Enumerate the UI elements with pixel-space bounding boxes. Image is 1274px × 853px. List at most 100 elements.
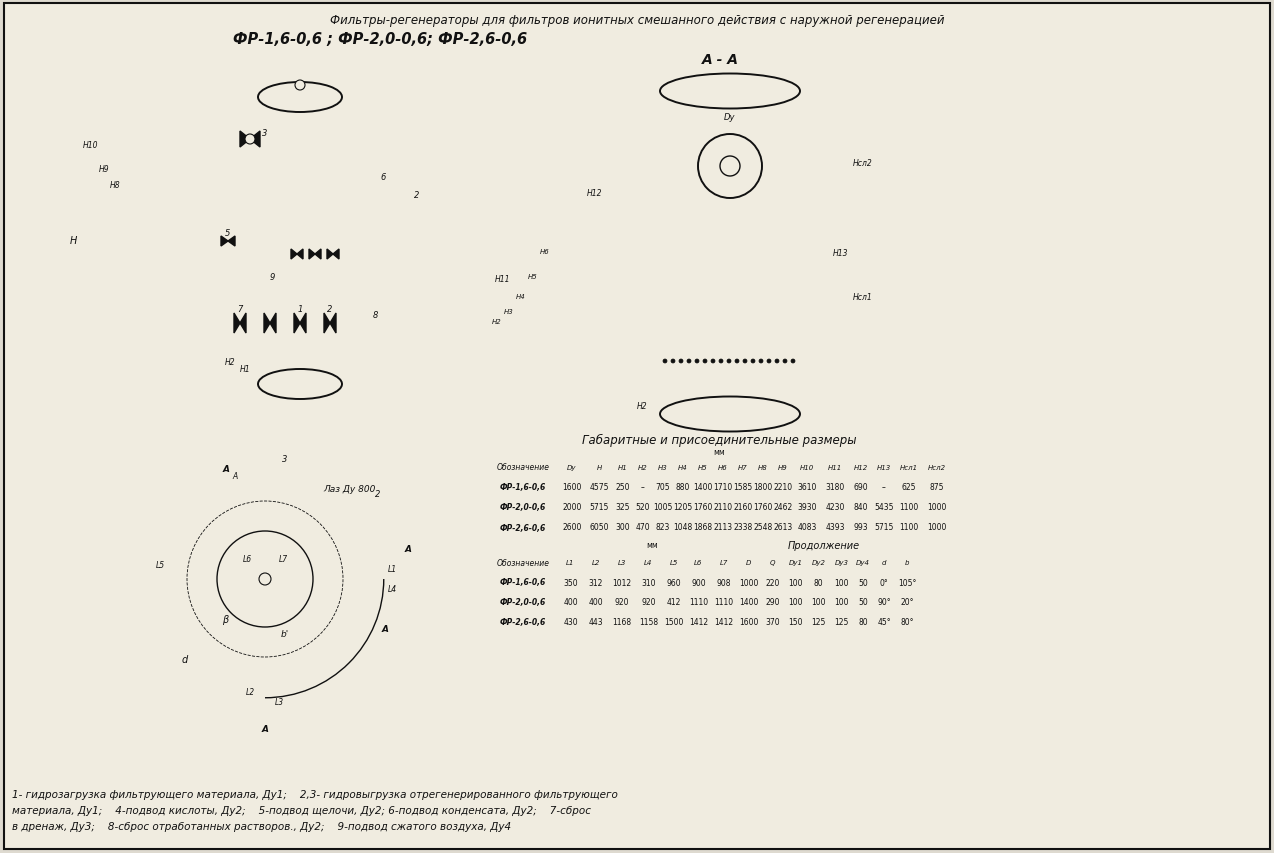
- Bar: [792, 478, 820, 497]
- Circle shape: [784, 360, 787, 363]
- Bar: [711, 612, 736, 632]
- Circle shape: [767, 360, 771, 363]
- Text: Dy2: Dy2: [812, 560, 826, 566]
- Bar: [583, 592, 608, 612]
- Bar: [896, 457, 922, 478]
- Ellipse shape: [660, 74, 800, 109]
- Text: 1005: 1005: [654, 503, 673, 512]
- Polygon shape: [327, 250, 333, 259]
- Bar: [558, 478, 586, 497]
- Text: 1412: 1412: [713, 618, 733, 627]
- Text: 6: 6: [380, 172, 385, 182]
- Text: H9: H9: [778, 464, 787, 471]
- Bar: [784, 592, 806, 612]
- Bar: [753, 497, 773, 518]
- Bar: [873, 572, 896, 592]
- Text: H3: H3: [659, 464, 668, 471]
- Circle shape: [662, 360, 668, 363]
- Bar: [488, 592, 558, 612]
- Text: Фильтры-регенераторы для фильтров ионитных смешанного действия с наружной регене: Фильтры-регенераторы для фильтров ионитн…: [330, 14, 944, 27]
- Bar: [633, 518, 654, 537]
- Bar: [558, 572, 583, 592]
- Text: A: A: [223, 465, 231, 474]
- Bar: [773, 457, 792, 478]
- Circle shape: [217, 531, 313, 627]
- Bar: [896, 592, 919, 612]
- Bar: [488, 553, 558, 572]
- Text: 80: 80: [859, 618, 868, 627]
- Bar: [693, 518, 713, 537]
- Text: 920: 920: [641, 598, 656, 606]
- Circle shape: [687, 360, 691, 363]
- Text: H13: H13: [877, 464, 891, 471]
- Text: 300: 300: [615, 523, 631, 532]
- Bar: [820, 457, 848, 478]
- Text: Лаз Ду 800: Лаз Ду 800: [324, 485, 376, 494]
- Text: –: –: [641, 483, 645, 492]
- Text: 4393: 4393: [826, 523, 845, 532]
- Polygon shape: [297, 250, 303, 259]
- Bar: [488, 497, 558, 518]
- Circle shape: [720, 157, 740, 177]
- Bar: [613, 497, 633, 518]
- Bar: [673, 457, 693, 478]
- Text: 90°: 90°: [878, 598, 891, 606]
- Text: 3930: 3930: [798, 503, 817, 512]
- Bar: [792, 497, 820, 518]
- Text: A: A: [405, 545, 412, 554]
- Bar: [693, 457, 713, 478]
- Text: d: d: [882, 560, 887, 566]
- Bar: [558, 518, 586, 537]
- Bar: [922, 457, 950, 478]
- Text: 4230: 4230: [826, 503, 845, 512]
- Bar: [558, 457, 586, 478]
- Polygon shape: [324, 314, 330, 334]
- Circle shape: [671, 360, 675, 363]
- Bar: [685, 553, 711, 572]
- Bar: [873, 497, 896, 518]
- Polygon shape: [234, 314, 240, 334]
- Polygon shape: [299, 314, 306, 334]
- Circle shape: [296, 81, 304, 91]
- Text: H2: H2: [638, 464, 648, 471]
- Text: 2160: 2160: [734, 503, 753, 512]
- Bar: [693, 478, 713, 497]
- Text: Нсл2: Нсл2: [927, 464, 947, 471]
- Polygon shape: [294, 314, 299, 334]
- Bar: [711, 553, 736, 572]
- Text: 125: 125: [812, 618, 826, 627]
- Text: Dy1: Dy1: [789, 560, 803, 566]
- Bar: [488, 572, 558, 592]
- Text: H2: H2: [492, 319, 502, 325]
- Bar: [713, 497, 733, 518]
- Bar: [806, 553, 829, 572]
- Bar: [784, 553, 806, 572]
- Text: H1: H1: [618, 464, 628, 471]
- Bar: [848, 457, 873, 478]
- Bar: [586, 457, 613, 478]
- Text: H12: H12: [586, 189, 603, 198]
- Bar: [583, 612, 608, 632]
- Text: 1158: 1158: [640, 618, 659, 627]
- Circle shape: [698, 135, 762, 199]
- Text: 325: 325: [615, 503, 631, 512]
- Text: 920: 920: [615, 598, 629, 606]
- Text: Обозначение: Обозначение: [497, 463, 549, 472]
- Text: 875: 875: [930, 483, 944, 492]
- Text: ФР-2,0-0,6: ФР-2,0-0,6: [499, 503, 547, 512]
- Text: мм: мм: [646, 541, 657, 550]
- Bar: [854, 553, 873, 572]
- Bar: [488, 612, 558, 632]
- Text: H4: H4: [678, 464, 688, 471]
- Text: 993: 993: [854, 523, 869, 532]
- Bar: [736, 612, 761, 632]
- Bar: [608, 612, 636, 632]
- Text: 5715: 5715: [590, 503, 609, 512]
- Bar: [586, 478, 613, 497]
- Text: 900: 900: [692, 577, 706, 587]
- Text: L5: L5: [669, 560, 678, 566]
- Text: H11: H11: [828, 464, 842, 471]
- Text: ФР-2,0-0,6: ФР-2,0-0,6: [499, 598, 547, 606]
- Bar: [608, 592, 636, 612]
- Bar: [896, 478, 922, 497]
